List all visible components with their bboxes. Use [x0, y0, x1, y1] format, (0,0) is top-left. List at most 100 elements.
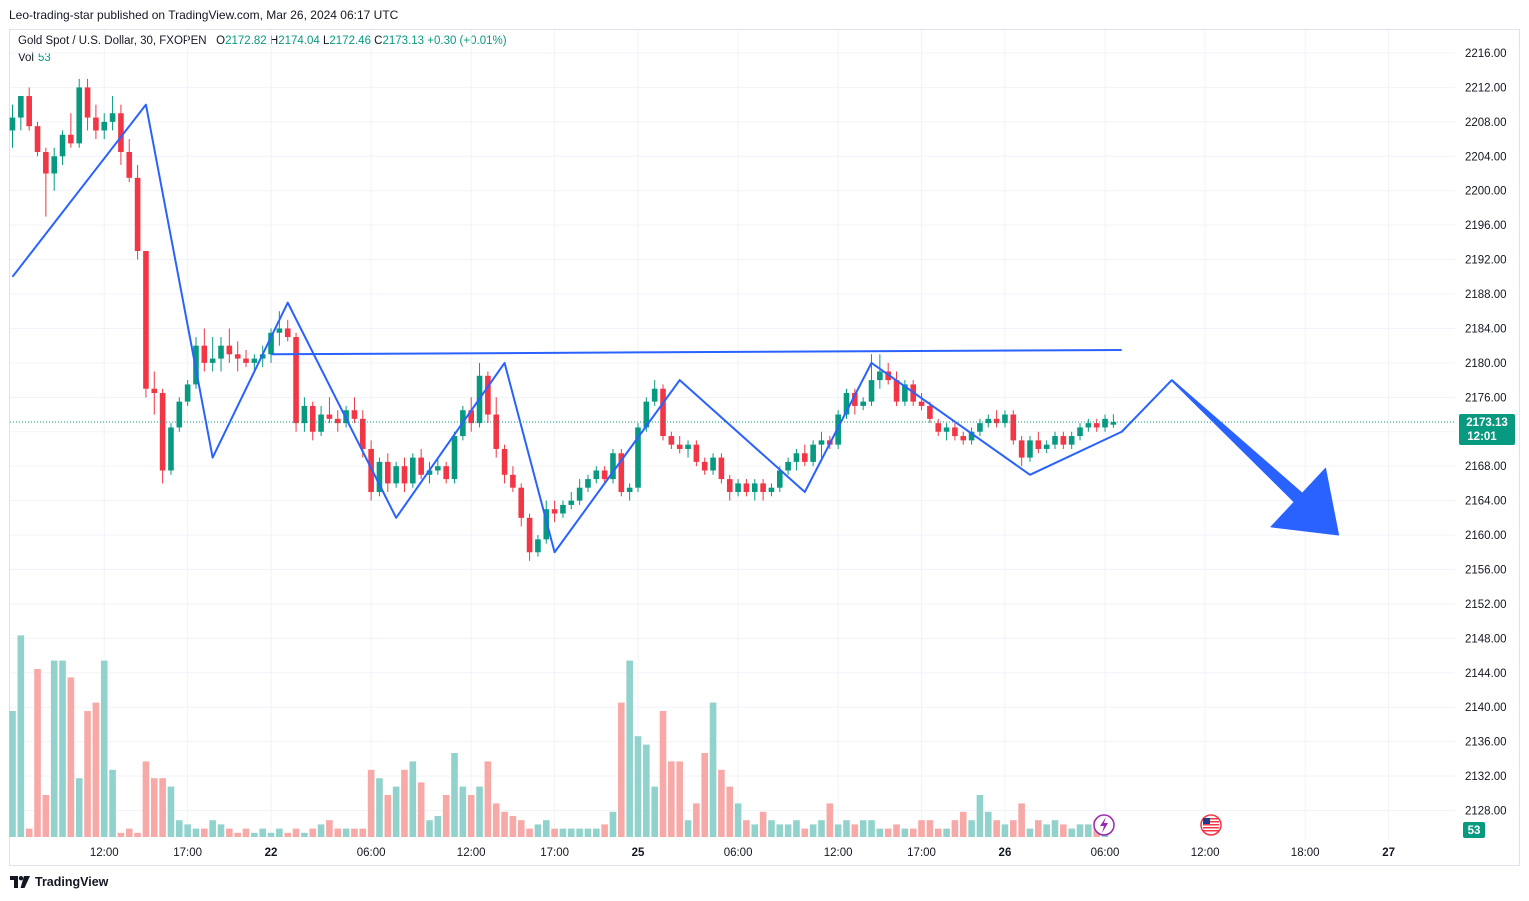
candle-body — [685, 444, 691, 449]
candle-body — [284, 328, 291, 338]
time-tick-label: 06:00 — [724, 847, 753, 859]
candle-body — [176, 401, 183, 428]
volume-bar — [718, 769, 725, 837]
candle-body — [51, 156, 57, 174]
volume-bar — [1018, 803, 1025, 837]
volume-bar — [534, 824, 542, 837]
volume-bar — [926, 820, 934, 837]
tradingview-logo[interactable]: TradingView — [10, 875, 108, 889]
candle-body — [9, 117, 16, 131]
candle-body — [368, 448, 374, 493]
lightning-event-icon[interactable] — [1093, 814, 1115, 836]
volume-bar — [701, 753, 709, 837]
time-tick-label: 12:00 — [90, 847, 119, 859]
volume-bar — [150, 778, 158, 837]
candle-body — [776, 470, 783, 488]
volume-bar — [1068, 828, 1075, 837]
time-tick-label: 27 — [1382, 847, 1395, 859]
candle-body — [43, 151, 49, 174]
candle-body — [601, 470, 608, 480]
candle-body — [251, 358, 258, 363]
candle-body — [1060, 436, 1067, 445]
candle-body — [1010, 414, 1017, 441]
candle-body — [710, 457, 716, 471]
close-label: C — [374, 35, 383, 47]
price-tick-label: 2164.00 — [1465, 496, 1507, 508]
price-axis: 2216.00 2212.00 2208.00 2204.00 2200.00 2196.… — [1465, 48, 1507, 818]
candle-body — [26, 96, 32, 127]
price-tick-label: 2128.00 — [1465, 806, 1507, 818]
candle-body — [935, 423, 942, 432]
high-label: H — [269, 35, 279, 47]
volume-bar — [751, 824, 759, 837]
volume-bar — [401, 769, 408, 837]
volume-bar — [876, 828, 884, 837]
price-tick-label: 2132.00 — [1465, 771, 1507, 783]
volume-bar — [192, 828, 200, 837]
volume-bar — [176, 820, 183, 837]
flag-icon-stripe — [1203, 818, 1219, 820]
candle-body — [877, 371, 883, 381]
candle-body — [76, 87, 83, 144]
volume-label: Vol — [18, 52, 34, 64]
volume-bar — [476, 786, 483, 837]
volume-bar — [309, 828, 317, 837]
volume-bar — [976, 795, 984, 837]
candle-body — [952, 427, 958, 437]
candle-body — [385, 461, 391, 484]
volume-bar — [726, 786, 734, 837]
volume-bar — [1076, 824, 1084, 837]
candle-body — [109, 113, 116, 122]
volume-bar — [67, 677, 75, 837]
candle-body — [318, 414, 324, 432]
time-tick-label: 06:00 — [357, 847, 386, 859]
candle-body — [143, 250, 149, 389]
volume-bar — [451, 753, 458, 837]
volume-bar — [376, 778, 383, 837]
candle-body — [918, 401, 925, 406]
time-tick-label: 22 — [265, 847, 278, 859]
candle-body — [468, 410, 474, 424]
price-tick-label: 2148.00 — [1465, 633, 1507, 645]
candle-body — [351, 410, 358, 419]
open-label: O — [216, 35, 226, 47]
volume-bar — [659, 711, 667, 837]
volume-bar — [843, 820, 850, 837]
candle-body — [359, 418, 366, 449]
candle-body — [401, 466, 408, 484]
price-tick-label: 2188.00 — [1465, 289, 1507, 301]
volume-bar — [142, 761, 150, 837]
candle-body — [651, 388, 658, 402]
volume-bar — [75, 778, 83, 837]
volume-bar — [59, 660, 66, 837]
volume-bar — [100, 660, 108, 837]
volume-bar — [492, 803, 500, 837]
candle-body — [134, 177, 141, 251]
candle-body — [626, 487, 633, 493]
publisher-note: Leo-trading-star published on TradingVie… — [9, 8, 399, 22]
candle-body — [943, 427, 950, 432]
price-tick-label: 2152.00 — [1465, 599, 1507, 611]
us-flag-event-icon[interactable] — [1200, 814, 1222, 836]
volume-bar — [276, 828, 283, 837]
candle-body — [268, 332, 274, 355]
candle-body — [34, 126, 41, 152]
time-tick-label: 12:00 — [457, 847, 486, 859]
volume-bar — [834, 824, 842, 837]
volume-bar — [1010, 820, 1017, 837]
candle-body — [159, 393, 166, 471]
candle-body — [676, 444, 683, 449]
volume-bar — [851, 824, 859, 837]
candle-body — [551, 509, 558, 514]
volume-bar — [284, 832, 292, 837]
volume-bar — [584, 828, 592, 837]
volume-bar — [968, 820, 975, 837]
candle-body — [151, 388, 158, 394]
volume-bar — [776, 824, 784, 837]
candle-body — [526, 517, 533, 553]
flag-icon-stripe — [1203, 821, 1219, 823]
time-tick-label: 12:00 — [824, 847, 853, 859]
volume-bar — [609, 811, 617, 837]
candle-body — [751, 483, 758, 493]
